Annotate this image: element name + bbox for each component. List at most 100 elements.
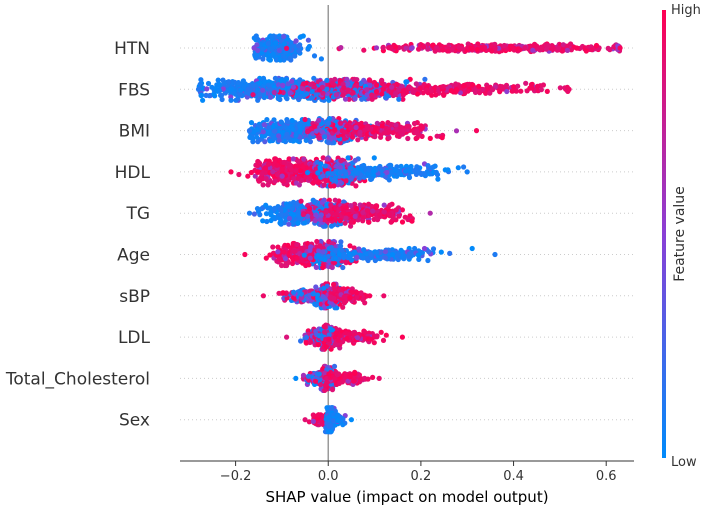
shap-point (332, 127, 338, 133)
shap-point (219, 96, 225, 103)
shap-point (394, 133, 400, 139)
shap-point (295, 158, 301, 164)
shap-point (589, 47, 595, 53)
shap-point (311, 173, 317, 179)
shap-point (382, 130, 388, 136)
shap-point (330, 80, 336, 86)
shap-point (379, 87, 385, 93)
shap-point (318, 161, 324, 167)
shap-point (195, 86, 202, 92)
shap-point (275, 95, 281, 102)
shap-point (246, 128, 253, 134)
shap-point (371, 169, 377, 175)
shap-point (476, 83, 482, 89)
shap-point (379, 91, 385, 97)
shap-point (287, 90, 293, 96)
shap-point (387, 202, 393, 208)
shap-point (538, 87, 545, 93)
shap-point (297, 78, 303, 84)
feature-row-points (242, 238, 498, 271)
shap-point (325, 171, 331, 177)
shap-point (353, 183, 359, 189)
shap-point (274, 171, 281, 178)
shap-point (256, 178, 262, 184)
shap-point (326, 120, 332, 126)
shap-point (333, 92, 340, 98)
shap-point (337, 120, 344, 126)
shap-point (566, 86, 572, 92)
shap-point (272, 75, 278, 81)
shap-point (373, 89, 379, 95)
shap-point (386, 129, 392, 135)
shap-point (218, 92, 225, 98)
shap-point (290, 156, 296, 162)
shap-point (429, 92, 435, 98)
shap-point (306, 262, 312, 268)
shap-point (414, 91, 420, 97)
shap-point (311, 199, 317, 205)
shap-points (195, 33, 623, 435)
shap-point (401, 128, 407, 134)
feature-row-guides (180, 47, 634, 421)
shap-point (315, 180, 322, 186)
shap-point (433, 92, 439, 98)
shap-point (412, 168, 418, 174)
shap-point (320, 173, 326, 179)
shap-point (281, 123, 287, 130)
shap-point (236, 171, 242, 178)
shap-point (342, 129, 348, 135)
shap-point (370, 208, 376, 214)
shap-point (306, 175, 313, 181)
shap-point (253, 52, 259, 58)
shap-point (427, 210, 433, 216)
shap-point (271, 128, 278, 134)
shap-point (228, 87, 234, 93)
shap-point (283, 49, 289, 55)
feature-row-points (251, 33, 623, 63)
shap-point (378, 131, 384, 137)
shap-point (281, 159, 287, 165)
shap-point (324, 77, 330, 83)
shap-point (488, 43, 494, 49)
shap-point (374, 82, 380, 88)
shap-point (332, 197, 338, 203)
shap-point (432, 48, 438, 54)
shap-point (344, 81, 350, 87)
shap-point (352, 96, 358, 102)
shap-point (393, 167, 399, 174)
shap-point (424, 87, 430, 93)
shap-point (276, 137, 282, 143)
shap-point (353, 124, 359, 131)
shap-point (456, 44, 462, 50)
shap-point (368, 176, 375, 182)
shap-point (540, 82, 547, 88)
shap-point (343, 177, 349, 183)
shap-point (280, 82, 286, 88)
shap-point (265, 82, 271, 88)
shap-point (337, 169, 344, 175)
shap-point (269, 34, 275, 40)
shap-point (286, 221, 292, 227)
shap-point (256, 80, 263, 86)
shap-point (364, 92, 370, 98)
shap-point (342, 220, 348, 226)
shap-point (281, 41, 288, 47)
shap-point (313, 212, 319, 218)
shap-point (286, 156, 292, 162)
shap-point (274, 162, 280, 168)
shap-point (393, 44, 399, 50)
shap-point (328, 202, 334, 208)
shap-point (468, 45, 474, 51)
shap-point (490, 87, 496, 93)
shap-point (268, 94, 274, 100)
shap-point (271, 135, 277, 141)
shap-point (301, 81, 307, 87)
shap-point (501, 42, 507, 49)
shap-point (331, 183, 337, 189)
shap-point (460, 46, 466, 52)
shap-point (527, 85, 533, 91)
shap-point (348, 165, 354, 171)
shap-point (583, 48, 589, 54)
shap-point (400, 92, 406, 98)
shap-point (390, 215, 396, 221)
